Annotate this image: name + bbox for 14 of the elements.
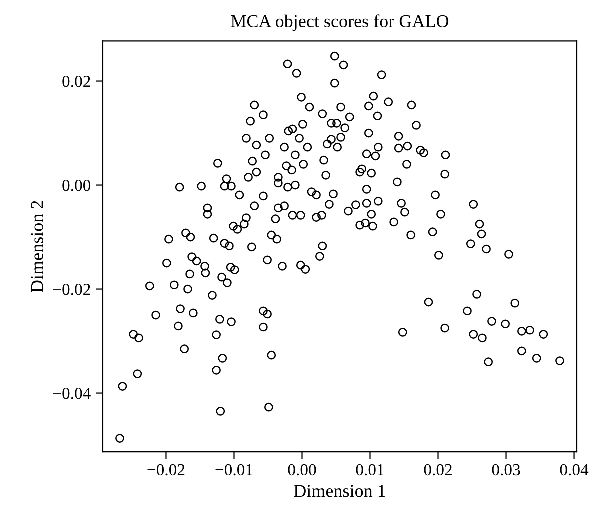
x-tick-label: 0.00 bbox=[288, 464, 316, 476]
x-tick-label: 0.04 bbox=[560, 464, 589, 476]
y-tick-label: 0.02 bbox=[62, 76, 90, 88]
y-axis-title: Dimension 2 bbox=[31, 201, 44, 293]
x-tick-label: 0.03 bbox=[492, 464, 520, 476]
x-tick-label: 0.02 bbox=[424, 464, 452, 476]
x-tick-label: 0.01 bbox=[356, 464, 384, 476]
x-axis-title: Dimension 1 bbox=[294, 485, 386, 498]
y-tick-label: −0.02 bbox=[53, 284, 90, 296]
chart-title: MCA object scores for GALO bbox=[231, 14, 449, 32]
y-tick-label: 0.00 bbox=[62, 180, 91, 192]
y-tick-label: −0.04 bbox=[53, 388, 91, 400]
x-tick-label: −0.02 bbox=[148, 464, 185, 476]
x-tick-label: −0.01 bbox=[216, 464, 253, 476]
